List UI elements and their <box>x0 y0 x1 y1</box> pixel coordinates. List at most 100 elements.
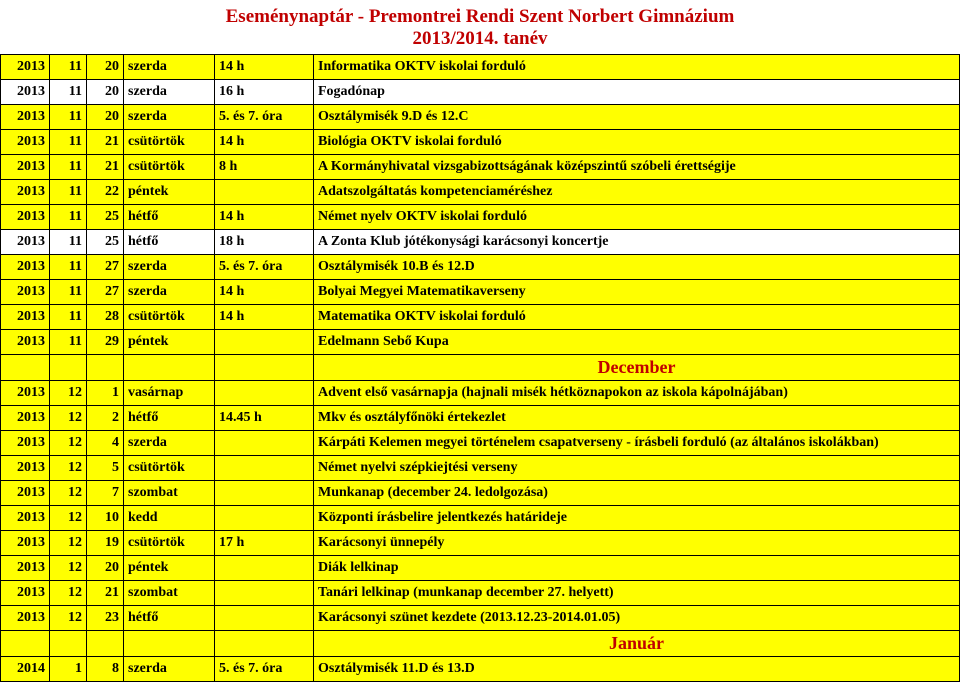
weekday-cell: péntek <box>124 330 215 355</box>
event-cell: A Kormányhivatal vizsgabizottságának köz… <box>314 155 960 180</box>
year-cell: 2013 <box>1 381 50 406</box>
month-cell: 11 <box>50 130 87 155</box>
time-cell <box>215 330 314 355</box>
weekday-cell: szerda <box>124 55 215 80</box>
table-row: 20131127szerda5. és 7. óraOsztálymisék 1… <box>1 255 960 280</box>
event-cell: Mkv és osztályfőnöki értekezlet <box>314 406 960 431</box>
table-row: 20131121csütörtök14 hBiológia OKTV iskol… <box>1 130 960 155</box>
year-cell: 2013 <box>1 55 50 80</box>
time-cell <box>215 180 314 205</box>
weekday-cell: hétfő <box>124 606 215 631</box>
year-cell: 2013 <box>1 556 50 581</box>
day-cell: 10 <box>87 506 124 531</box>
table-row: 20131120szerda5. és 7. óraOsztálymisék 9… <box>1 105 960 130</box>
weekday-cell: csütörtök <box>124 305 215 330</box>
weekday-cell: hétfő <box>124 205 215 230</box>
year-cell: 2013 <box>1 481 50 506</box>
table-row: December <box>1 355 960 381</box>
weekday-cell: szerda <box>124 80 215 105</box>
day-cell: 20 <box>87 556 124 581</box>
event-cell: Adatszolgáltatás kompetenciaméréshez <box>314 180 960 205</box>
table-row: 20131220péntekDiák lelkinap <box>1 556 960 581</box>
time-cell: 5. és 7. óra <box>215 105 314 130</box>
weekday-cell: vasárnap <box>124 381 215 406</box>
table-row: 20131210keddKözponti írásbelire jelentke… <box>1 506 960 531</box>
event-cell: Karácsonyi ünnepély <box>314 531 960 556</box>
time-cell: 17 h <box>215 531 314 556</box>
month-cell: 11 <box>50 280 87 305</box>
weekday-cell: csütörtök <box>124 456 215 481</box>
time-cell <box>215 381 314 406</box>
month-cell: 12 <box>50 481 87 506</box>
time-cell: 5. és 7. óra <box>215 255 314 280</box>
day-cell: 20 <box>87 105 124 130</box>
table-row: 2013127szombat Munkanap (december 24. led… <box>1 481 960 506</box>
day-cell: 19 <box>87 531 124 556</box>
table-row: Január <box>1 631 960 657</box>
empty-cell <box>50 355 87 381</box>
time-cell: 14.45 h <box>215 406 314 431</box>
day-cell: 8 <box>87 657 124 682</box>
table-row: 20131125hétfő14 hNémet nyelv OKTV iskola… <box>1 205 960 230</box>
event-cell: Központi írásbelire jelentkezés határide… <box>314 506 960 531</box>
year-cell: 2013 <box>1 581 50 606</box>
empty-cell <box>87 355 124 381</box>
table-row: 20131221szombatTanári lelkinap (munkanap… <box>1 581 960 606</box>
calendar-page: Eseménynaptár - Premontrei Rendi Szent N… <box>0 0 960 682</box>
weekday-cell: szerda <box>124 657 215 682</box>
event-table: 20131120szerda14 hInformatika OKTV iskol… <box>0 54 960 682</box>
day-cell: 21 <box>87 581 124 606</box>
day-cell: 23 <box>87 606 124 631</box>
table-row: 2013124szerdaKárpáti Kelemen megyei tört… <box>1 431 960 456</box>
month-cell: 11 <box>50 305 87 330</box>
month-cell: 12 <box>50 531 87 556</box>
day-cell: 25 <box>87 205 124 230</box>
day-cell: 20 <box>87 80 124 105</box>
table-row: 20131128csütörtök14 hMatematika OKTV isk… <box>1 305 960 330</box>
time-cell: 14 h <box>215 280 314 305</box>
time-cell: 8 h <box>215 155 314 180</box>
day-cell: 27 <box>87 255 124 280</box>
time-cell: 18 h <box>215 230 314 255</box>
weekday-cell: péntek <box>124 180 215 205</box>
weekday-cell: hétfő <box>124 230 215 255</box>
month-cell: 11 <box>50 180 87 205</box>
year-cell: 2013 <box>1 255 50 280</box>
event-cell: Informatika OKTV iskolai forduló <box>314 55 960 80</box>
table-row: 20131120szerda14 hInformatika OKTV iskol… <box>1 55 960 80</box>
event-cell: Munkanap (december 24. ledolgozása) <box>314 481 960 506</box>
year-cell: 2013 <box>1 230 50 255</box>
day-cell: 27 <box>87 280 124 305</box>
month-cell: 12 <box>50 431 87 456</box>
year-cell: 2013 <box>1 330 50 355</box>
empty-cell <box>87 631 124 657</box>
time-cell <box>215 581 314 606</box>
table-row: 20131127szerda14 hBolyai Megyei Matemati… <box>1 280 960 305</box>
page-subtitle: 2013/2014. tanév <box>0 28 960 54</box>
weekday-cell: szerda <box>124 105 215 130</box>
table-row: 20131129péntekEdelmann Sebő Kupa <box>1 330 960 355</box>
time-cell: 14 h <box>215 205 314 230</box>
month-cell: 12 <box>50 506 87 531</box>
month-header: Január <box>314 631 960 657</box>
event-cell: Osztálymisék 10.B és 12.D <box>314 255 960 280</box>
event-cell: Biológia OKTV iskolai forduló <box>314 130 960 155</box>
table-row: 2013121vasárnapAdvent első vasárnapja (h… <box>1 381 960 406</box>
time-cell <box>215 606 314 631</box>
year-cell: 2013 <box>1 130 50 155</box>
weekday-cell: csütörtök <box>124 531 215 556</box>
day-cell: 4 <box>87 431 124 456</box>
empty-cell <box>215 355 314 381</box>
day-cell: 25 <box>87 230 124 255</box>
weekday-cell: szombat <box>124 481 215 506</box>
month-cell: 11 <box>50 205 87 230</box>
month-cell: 11 <box>50 105 87 130</box>
table-row: 20131125hétfő18 hA Zonta Klub jótékonysá… <box>1 230 960 255</box>
month-cell: 11 <box>50 330 87 355</box>
empty-cell <box>215 631 314 657</box>
day-cell: 7 <box>87 481 124 506</box>
weekday-cell: péntek <box>124 556 215 581</box>
weekday-cell: szombat <box>124 581 215 606</box>
month-cell: 11 <box>50 55 87 80</box>
year-cell: 2013 <box>1 180 50 205</box>
